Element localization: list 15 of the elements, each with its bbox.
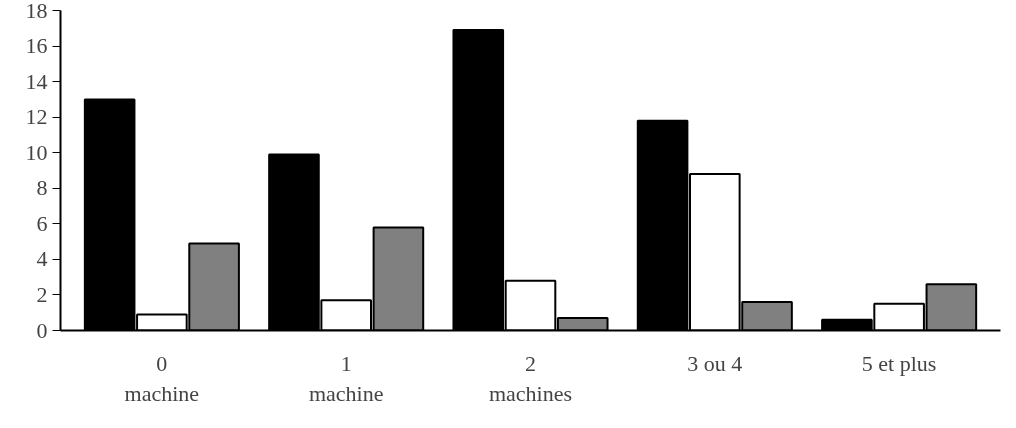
y-tick-label: 8: [36, 175, 48, 201]
x-tick-label: 1 machine: [308, 350, 384, 406]
y-tick-label: 18: [25, 0, 48, 23]
x-tick-label: 3 ou 4: [687, 350, 743, 376]
x-tick-label: 5 et plus: [861, 350, 937, 376]
x-tick-label: 2 machines: [488, 350, 573, 406]
y-tick-label: 16: [25, 33, 48, 59]
y-tick-label: 2: [36, 281, 48, 307]
y-tick-label: 0: [36, 317, 48, 343]
y-tick-label: 12: [25, 104, 48, 130]
y-tick-label: 14: [25, 68, 48, 94]
y-tick-label: 10: [25, 139, 48, 165]
y-tick-label: 6: [36, 210, 48, 236]
y-tick-label: 4: [36, 246, 48, 272]
x-tick-label: 0 machine: [124, 350, 200, 406]
